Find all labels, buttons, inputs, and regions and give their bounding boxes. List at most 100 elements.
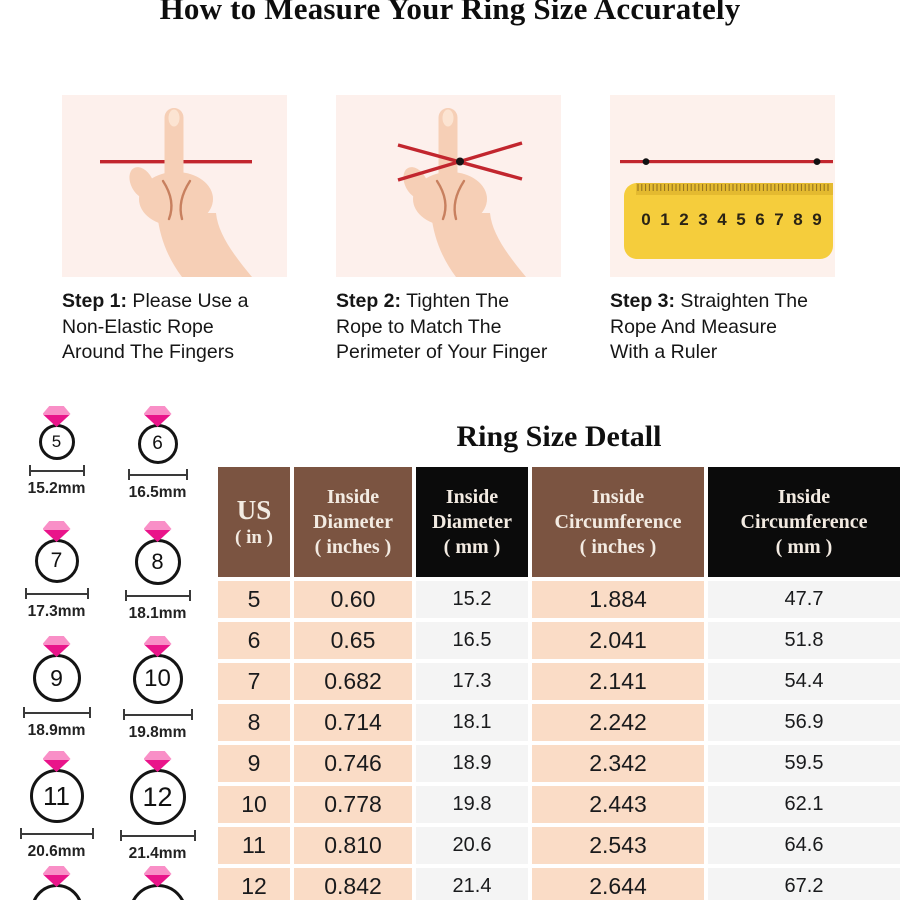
table-cell: 21.4 bbox=[416, 868, 528, 900]
step3-caption: Step 3: Straighten The Rope And Measure Wi… bbox=[610, 290, 808, 363]
page-title: How to Measure Your Ring Size Accurately bbox=[159, 0, 741, 26]
diameter-bracket bbox=[119, 830, 196, 841]
rope-knot-dot bbox=[456, 157, 464, 166]
ring-us-size: 6 bbox=[152, 433, 163, 454]
ring-band-icon: 7 bbox=[34, 539, 79, 583]
table-cell: 2.041 bbox=[532, 622, 704, 659]
steps-row: Step 1: Please Use a Non-Elastic Rope Arou… bbox=[62, 95, 838, 366]
ruler-number: 6 bbox=[755, 210, 764, 229]
ruler-tick-strip bbox=[636, 183, 833, 195]
table-cell: 67.2 bbox=[708, 868, 900, 900]
ring-band-icon: 11 bbox=[29, 769, 84, 823]
table-cell: 11 bbox=[218, 827, 290, 864]
step-1: Step 1: Please Use a Non-Elastic Rope Arou… bbox=[62, 95, 290, 366]
diameter-label: 16.5mm bbox=[128, 484, 187, 501]
step2-illustration bbox=[336, 95, 561, 277]
ring-us-size: 7 bbox=[50, 549, 63, 572]
table-cell: 16.5 bbox=[416, 622, 528, 659]
rope-end-dot bbox=[642, 158, 650, 165]
ring-size-item: 10 19.8mm bbox=[107, 636, 208, 751]
rope-line-straight bbox=[620, 160, 833, 164]
ring-size-item bbox=[107, 866, 208, 900]
ring-band-icon: 9 bbox=[32, 654, 81, 702]
ruler-number: 5 bbox=[736, 210, 745, 229]
header-cell: US( in ) bbox=[218, 467, 290, 577]
table-cell: 0.842 bbox=[294, 868, 412, 900]
table-cell: 0.778 bbox=[294, 786, 412, 823]
table-cell: 1.884 bbox=[532, 581, 704, 618]
table-cell: 18.9 bbox=[416, 745, 528, 782]
step-label: Step 2: bbox=[336, 290, 402, 312]
diameter-bracket bbox=[127, 469, 188, 480]
ruler-number: 1 bbox=[660, 210, 669, 229]
table-cell: 8 bbox=[218, 704, 290, 741]
ruler-ticks bbox=[637, 184, 829, 191]
ruler-number: 3 bbox=[698, 210, 707, 229]
table-cell: 2.644 bbox=[532, 868, 704, 900]
ring-band-icon: 6 bbox=[137, 424, 178, 464]
ring-size-item: 7 17.3mm bbox=[6, 521, 107, 636]
diamond-icon bbox=[42, 751, 71, 772]
ruler-number: 9 bbox=[812, 210, 821, 229]
diamond-icon bbox=[143, 866, 172, 887]
step-label: Step 3: bbox=[610, 290, 676, 312]
step2-caption: Step 2: Tighten The Rope to Match The Peri… bbox=[336, 290, 548, 363]
diameter-bracket bbox=[24, 588, 89, 599]
diameter-bracket bbox=[122, 709, 193, 720]
header-cell: Inside Diameter( inches ) bbox=[294, 467, 412, 577]
diameter-label: 21.4mm bbox=[128, 845, 187, 862]
header-cell: Inside Circumference( mm ) bbox=[708, 467, 900, 577]
ring-size-item: 5 15.2mm bbox=[6, 406, 107, 521]
diameter-label: 19.8mm bbox=[128, 724, 187, 741]
table-cell: 5 bbox=[218, 581, 290, 618]
table-cell: 2.342 bbox=[532, 745, 704, 782]
ruler-number: 0 bbox=[641, 210, 650, 229]
ring-size-item: 8 18.1mm bbox=[107, 521, 208, 636]
diameter-label: 15.2mm bbox=[27, 480, 86, 497]
diameter-label: 18.1mm bbox=[128, 605, 187, 622]
table-cell: 0.810 bbox=[294, 827, 412, 864]
table-cell: 0.746 bbox=[294, 745, 412, 782]
diameter-bracket bbox=[28, 465, 85, 476]
table-cell: 0.65 bbox=[294, 622, 412, 659]
ring-size-item: 6 16.5mm bbox=[107, 406, 208, 521]
ring-size-item: 12 21.4mm bbox=[107, 751, 208, 866]
diamond-icon bbox=[143, 406, 172, 427]
ring-us-size: 11 bbox=[43, 780, 70, 811]
ruler-body bbox=[624, 183, 833, 259]
diamond-icon bbox=[42, 636, 71, 657]
diameter-label: 17.3mm bbox=[27, 603, 86, 620]
table-cell: 18.1 bbox=[416, 704, 528, 741]
table-cell: 0.714 bbox=[294, 704, 412, 741]
diameter-bracket bbox=[124, 590, 191, 601]
step1-caption: Step 1: Please Use a Non-Elastic Rope Arou… bbox=[62, 290, 249, 363]
ring-us-size: 10 bbox=[144, 665, 171, 692]
diamond-icon bbox=[42, 521, 71, 542]
table-heading: Ring Size Detall bbox=[456, 420, 662, 453]
table-cell: 62.1 bbox=[708, 786, 900, 823]
table-cell: 56.9 bbox=[708, 704, 900, 741]
diamond-icon bbox=[143, 521, 172, 542]
step1-illustration bbox=[62, 95, 287, 277]
table-cell: 47.7 bbox=[708, 581, 900, 618]
ring-size-item: 11 20.6mm bbox=[6, 751, 107, 866]
table-cell: 54.4 bbox=[708, 663, 900, 700]
table-cell: 0.682 bbox=[294, 663, 412, 700]
table-cell: 19.8 bbox=[416, 786, 528, 823]
table-cell: 6 bbox=[218, 622, 290, 659]
diamond-icon bbox=[42, 866, 71, 887]
step-2: Step 2: Tighten The Rope to Match The Peri… bbox=[336, 95, 564, 366]
header-cell: Inside Circumference( inches ) bbox=[532, 467, 704, 577]
table-cell: 2.443 bbox=[532, 786, 704, 823]
diamond-icon bbox=[143, 636, 172, 657]
table-cell: 2.543 bbox=[532, 827, 704, 864]
diamond-icon bbox=[42, 406, 71, 427]
ring-size-item bbox=[6, 866, 107, 900]
ring-size-item: 9 18.9mm bbox=[6, 636, 107, 751]
ring-band-icon: 8 bbox=[134, 539, 181, 585]
ring-band-icon: 12 bbox=[129, 769, 186, 825]
ring-us-size: 8 bbox=[151, 549, 164, 574]
